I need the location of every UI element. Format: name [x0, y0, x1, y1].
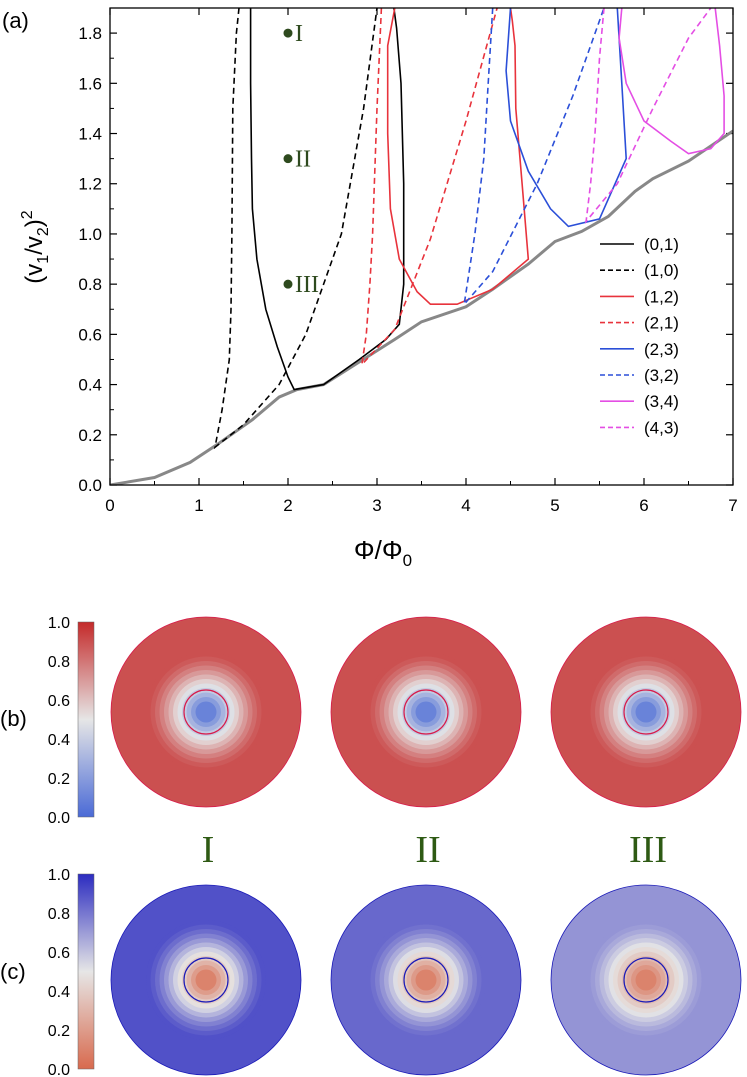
y-tick-label: 0.2	[78, 426, 102, 445]
colorbar-b-ticks: 0.0 0.2 0.4 0.6 0.8 1.0	[48, 615, 70, 827]
colorbar-tick-label: 0.4	[48, 984, 70, 1001]
colorbar-tick-label: 0.2	[48, 771, 70, 788]
contour-ring	[415, 969, 437, 991]
panel-a-label: (a)	[2, 8, 29, 33]
colorbar-tick-label: 0.2	[48, 1023, 70, 1040]
legend-label: (2,3)	[644, 340, 679, 359]
series-line-01	[249, 8, 405, 391]
legend-label: (2,1)	[644, 314, 679, 333]
colorbar-tick-label: 1.0	[48, 615, 70, 632]
x-tick-label: 7	[728, 496, 737, 515]
legend-label: (3,4)	[644, 392, 679, 411]
contour-ring	[195, 701, 217, 723]
marker-label: I	[295, 21, 303, 47]
x-axis-label: Φ/Φ0	[354, 535, 412, 570]
x-tick-label: 3	[372, 496, 381, 515]
contour-ring	[415, 701, 437, 723]
ground-state-line	[110, 129, 733, 485]
y-tick-label: 0.6	[78, 325, 102, 344]
contour-ring	[195, 969, 217, 991]
contour-ring	[635, 969, 657, 991]
colorbar-c-ticks: 0.0 0.2 0.4 0.6 0.8 1.0	[48, 867, 70, 1077]
y-tick-label: 0.8	[78, 275, 102, 294]
y-tick-label: 1.6	[78, 74, 102, 93]
series-line-32	[462, 8, 605, 307]
marker-label: II	[295, 147, 311, 173]
colorbar-tick-label: 1.0	[48, 867, 70, 884]
y-tick-label: 0.4	[78, 376, 102, 395]
colorbar-c	[77, 873, 95, 1070]
series-line-21	[360, 8, 498, 367]
series-line-43	[584, 8, 712, 225]
x-tick-label: 5	[550, 496, 559, 515]
marker-point	[283, 154, 293, 164]
legend-label: (4,3)	[644, 418, 679, 437]
x-tick-label: 1	[194, 496, 203, 515]
panel-c-label: (c)	[0, 959, 26, 984]
x-tick-label: 6	[639, 496, 648, 515]
panel-b-label: (b)	[0, 706, 27, 731]
legend-label: (0,1)	[644, 235, 679, 254]
series-line-23	[505, 8, 628, 228]
core-contour	[183, 689, 229, 735]
column-label: I	[202, 829, 215, 871]
panel-b-discs	[110, 616, 742, 808]
core-contour	[403, 957, 449, 1003]
colorbar-tick-label: 0.0	[48, 810, 70, 827]
legend-label: (3,2)	[644, 366, 679, 385]
column-label: III	[629, 829, 667, 871]
contour-ring	[635, 701, 657, 723]
legend-label: (1,0)	[644, 261, 679, 280]
core-contour	[623, 957, 669, 1003]
colorbar-tick-label: 0.4	[48, 732, 70, 749]
y-tick-label: 1.4	[78, 125, 102, 144]
marker-label: III	[295, 272, 319, 298]
y-tick-label: 1.2	[78, 175, 102, 194]
x-tick-label: 4	[461, 496, 470, 515]
panel-c-discs	[110, 884, 742, 1076]
x-tick-label: 0	[105, 496, 114, 515]
colorbar-tick-label: 0.0	[48, 1062, 70, 1077]
y-axis-label: (v1/v2)2	[19, 210, 52, 283]
colorbar-tick-label: 0.8	[48, 906, 70, 923]
y-tick-label: 0.0	[78, 476, 102, 495]
y-tick-label: 1.0	[78, 225, 102, 244]
core-contour	[403, 689, 449, 735]
core-contour	[623, 689, 669, 735]
colorbar-tick-label: 0.6	[48, 693, 70, 710]
colorbar-tick-label: 0.6	[48, 945, 70, 962]
legend-label: (1,2)	[644, 287, 679, 306]
plot-frame	[109, 7, 734, 486]
marker-point	[283, 28, 293, 38]
column-labels: I II III	[202, 829, 667, 871]
panel-a-plot: 0 1 2 3 4 5 6 7 0.0 0.2 0.4 0.6 0.8 1.0 1.2 1.4 1.6 1.8 I…	[78, 7, 738, 515]
column-label: II	[415, 829, 440, 871]
marker-point	[283, 279, 293, 289]
x-tick-label: 2	[283, 496, 292, 515]
core-contour	[183, 957, 229, 1003]
series-line-34	[618, 8, 725, 155]
series-line-12	[386, 8, 530, 305]
series-line-10	[213, 8, 378, 450]
colorbar-b	[77, 621, 95, 818]
y-tick-label: 1.8	[78, 24, 102, 43]
colorbar-tick-label: 0.8	[48, 654, 70, 671]
